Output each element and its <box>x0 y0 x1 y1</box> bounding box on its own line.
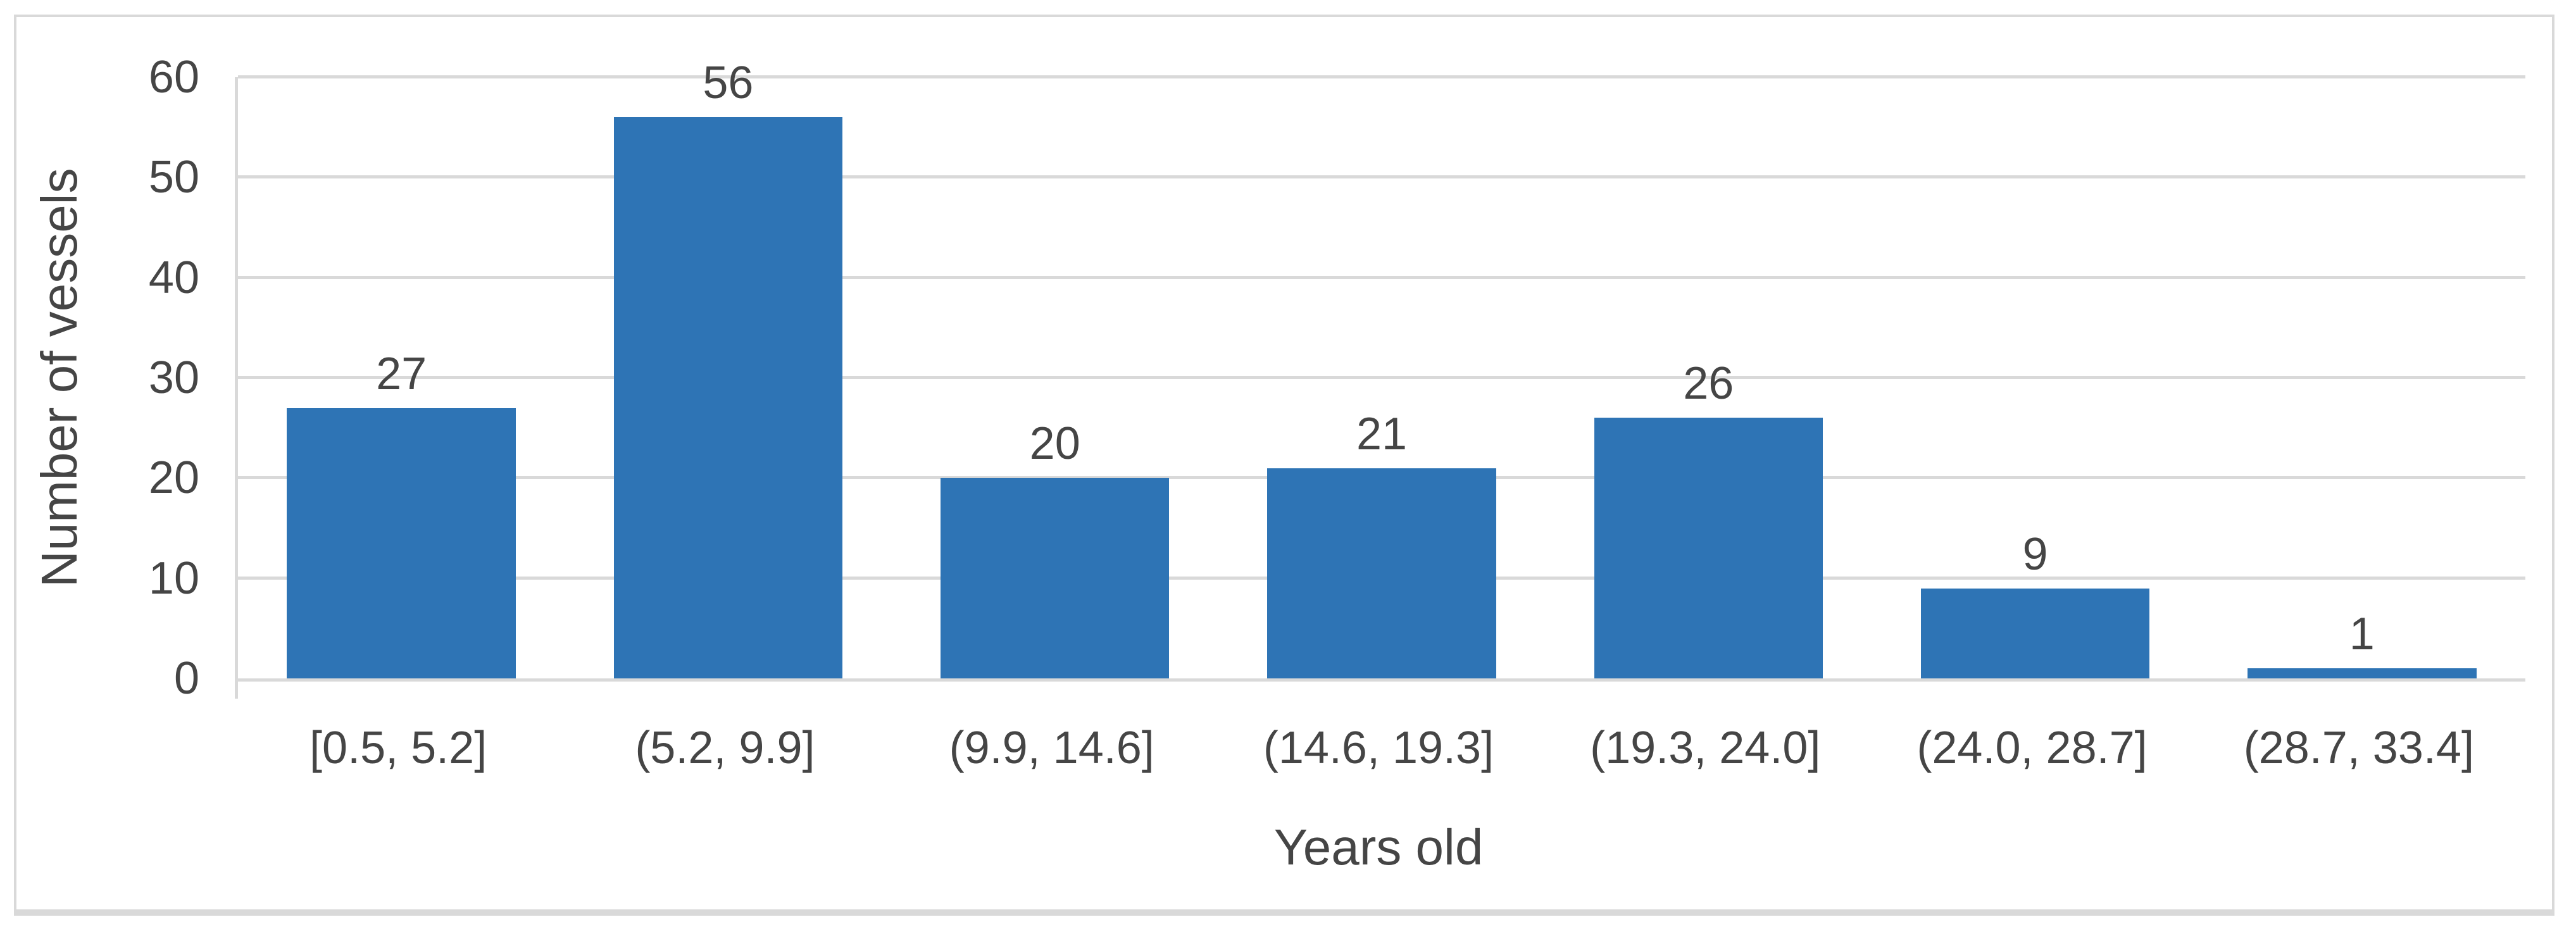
bar <box>1267 468 1496 678</box>
x-tick-label: (9.9, 14.6] <box>949 723 1154 773</box>
x-tick-label: (19.3, 24.0] <box>1590 723 1821 773</box>
x-tick-label: (5.2, 9.9] <box>635 723 815 773</box>
y-tick-label: 60 <box>148 52 199 103</box>
bar-data-label: 1 <box>2349 609 2375 660</box>
y-tick-label: 30 <box>148 352 199 403</box>
x-tick-label: (28.7, 33.4] <box>2243 723 2474 773</box>
x-axis-tick-labels: [0.5, 5.2] (5.2, 9.9] (9.9, 14.6] (14.6, 19… <box>235 720 2522 776</box>
gridline-y-60 <box>238 75 2525 78</box>
bar <box>1920 588 2150 678</box>
bar <box>613 117 843 678</box>
bar <box>1594 418 1823 678</box>
gridline-y-40 <box>238 275 2525 279</box>
bar-slot-5: 9 <box>1872 77 2198 678</box>
bar-slot-1: 56 <box>565 58 891 678</box>
bar-series: 27 56 20 21 26 9 1 <box>238 58 2525 678</box>
y-axis-tick-labels: 0 10 20 30 40 50 60 <box>16 52 199 704</box>
bar-slot-2: 20 <box>892 77 1218 678</box>
x-tick-label: (14.6, 19.3] <box>1263 723 1494 773</box>
gridline-y-30 <box>238 376 2525 379</box>
bar-data-label: 9 <box>2022 528 2048 580</box>
x-tick-label: (24.0, 28.7] <box>1916 723 2148 773</box>
bar-data-label: 20 <box>1029 418 1080 470</box>
plot-area: 27 56 20 21 26 9 1 <box>235 58 2525 699</box>
bar-data-label: 26 <box>1683 358 1734 409</box>
bar <box>941 478 1170 678</box>
bar-slot-6: 1 <box>2199 77 2525 678</box>
gridline-y-50 <box>238 175 2525 179</box>
chart-frame: Number of vessels 27 56 20 21 26 9 1 0 10 20 30 40… <box>14 15 2554 916</box>
bar-slot-0: 27 <box>238 77 565 678</box>
x-tick-label: [0.5, 5.2] <box>309 723 487 773</box>
bar-slot-4: 26 <box>1545 77 1872 678</box>
x-axis-title: Years old <box>1273 819 1484 875</box>
bar <box>287 408 516 678</box>
bar <box>2248 668 2477 678</box>
y-tick-label: 50 <box>148 152 199 203</box>
y-tick-label: 20 <box>148 452 199 504</box>
bar-data-label: 21 <box>1356 408 1408 459</box>
bar-data-label: 27 <box>376 348 427 399</box>
y-tick-label: 40 <box>148 252 199 303</box>
bar-slot-3: 21 <box>1218 77 1545 678</box>
y-tick-label: 0 <box>173 653 199 704</box>
bar-data-label: 56 <box>703 58 754 109</box>
y-tick-label: 10 <box>148 552 199 604</box>
